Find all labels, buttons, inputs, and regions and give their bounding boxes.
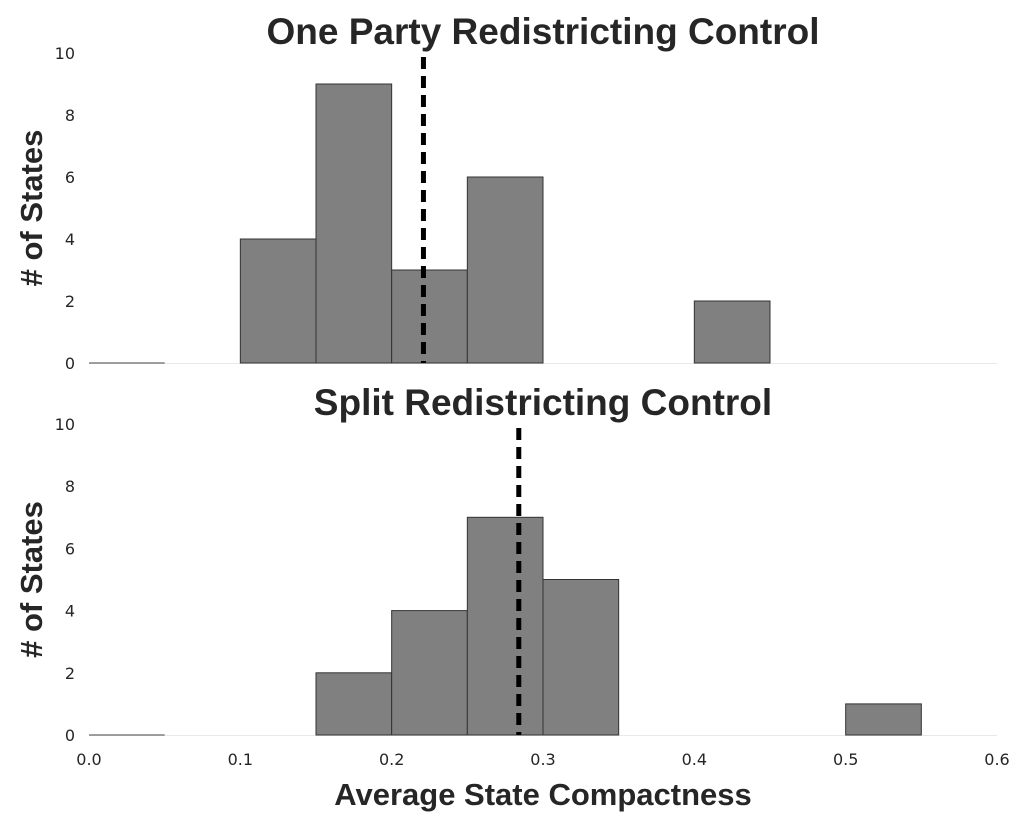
x-tick-label: 0.6 [984,750,1009,769]
histogram-bar [315,672,393,736]
chart-title: One Party Redistricting Control [266,11,819,52]
histogram-bar [239,238,317,364]
y-tick-label: 6 [65,168,75,187]
histogram-bar [693,300,771,364]
y-tick-label: 6 [65,539,75,558]
x-tick-label: 0.4 [682,750,707,769]
y-tick-label: 2 [65,292,75,311]
x-tick-label: 0.5 [833,750,858,769]
y-tick-label: 2 [65,664,75,683]
x-tick-label: 0.3 [530,750,555,769]
histogram-bar [845,703,922,736]
histogram-bar [542,579,620,736]
x-tick-label: 0.0 [76,750,101,769]
histogram-bar [466,516,544,736]
y-axis-label: # of States [14,130,49,287]
y-axis-label: # of States [14,501,49,658]
chart-title: Split Redistricting Control [314,382,772,423]
histogram-split: 0 2 4 6 8 10 0.0 0.1 0.2 0.3 0.4 0.5 0.6 Split Redist… [14,382,1010,769]
histogram-one-party: 0 2 4 6 8 10 One Party Redistricting Control # … [14,11,997,373]
y-tick-label: 0 [65,726,75,745]
histogram-bar [391,269,468,364]
x-tick-label: 0.2 [379,750,404,769]
y-tick-label: 10 [55,44,75,63]
y-tick-label: 8 [65,477,75,496]
y-tick-label: 8 [65,106,75,125]
x-axis-label: Average State Compactness [334,777,752,812]
histogram-bar [391,610,468,736]
x-tick-label: 0.1 [228,750,253,769]
y-tick-label: 0 [65,354,75,373]
histogram-bar [315,83,393,364]
y-tick-label: 10 [55,415,75,434]
y-tick-label: 4 [65,230,75,249]
y-tick-label: 4 [65,602,75,621]
histogram-bar [466,176,544,364]
